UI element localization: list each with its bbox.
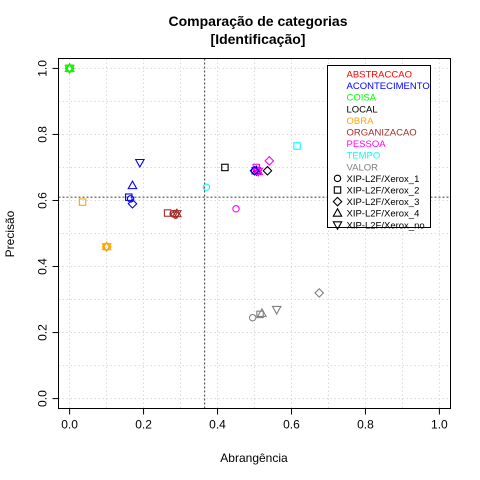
data-point bbox=[314, 287, 325, 298]
legend-system: XIP-L2F/Xerox_3 bbox=[347, 197, 420, 208]
data-point bbox=[64, 62, 75, 72]
chart-subtitle: [Identificação] bbox=[211, 31, 306, 47]
y-tick-label: 0.0 bbox=[36, 390, 50, 407]
data-point bbox=[64, 64, 75, 75]
legend-category: PESSOA bbox=[347, 139, 387, 150]
x-axis-title: Abrangência bbox=[220, 451, 288, 465]
legend-symbol bbox=[332, 196, 343, 207]
x-tick-label: 1.0 bbox=[431, 418, 448, 432]
data-point bbox=[170, 209, 180, 220]
legend-category: ABSTRACCAO bbox=[347, 70, 412, 81]
data-point bbox=[264, 155, 275, 166]
y-tick-label: 0.6 bbox=[36, 192, 50, 209]
data-point bbox=[256, 307, 268, 317]
legend-system: XIP-L2F/Xerox_1 bbox=[347, 174, 420, 185]
data-point bbox=[249, 165, 260, 176]
data-point bbox=[253, 165, 264, 175]
legend-symbol bbox=[333, 174, 342, 183]
data-point bbox=[171, 208, 182, 218]
legend-symbol bbox=[333, 186, 342, 194]
legend-category: ACONTECIMENTO bbox=[347, 81, 430, 92]
data-point bbox=[262, 165, 273, 176]
data-point bbox=[271, 305, 282, 316]
data-point bbox=[232, 204, 240, 213]
data-point bbox=[202, 183, 211, 192]
legend-system: XIP-L2F/Xerox_no bbox=[347, 220, 425, 231]
x-tick-label: 0.6 bbox=[283, 418, 300, 432]
plot-frame bbox=[58, 58, 451, 409]
data-point bbox=[163, 209, 172, 217]
legend: ABSTRACCAOACONTECIMENTOCOISALOCALOBRAORG… bbox=[327, 65, 431, 231]
x-axis: 0.0 0.2 0.4 0.6 0.8 1.0 bbox=[61, 408, 448, 432]
legend-category: VALOR bbox=[347, 162, 379, 173]
legend-symbol bbox=[332, 207, 343, 217]
data-point bbox=[171, 210, 182, 220]
data-point bbox=[125, 193, 133, 201]
legend-category: OBRA bbox=[347, 116, 375, 127]
legend-system: XIP-L2F/Xerox_4 bbox=[347, 209, 420, 220]
y-axis-title: Precisão bbox=[3, 210, 17, 257]
legend-box bbox=[327, 65, 431, 228]
data-point bbox=[248, 313, 257, 322]
data-point bbox=[127, 198, 138, 209]
y-tick-label: 0.2 bbox=[36, 324, 50, 341]
data-point bbox=[253, 167, 264, 178]
data-point bbox=[221, 163, 229, 172]
x-tick-label: 0.8 bbox=[357, 418, 374, 432]
data-points bbox=[64, 62, 325, 322]
y-tick-label: 0.8 bbox=[36, 126, 50, 143]
legend-category: COISA bbox=[347, 93, 377, 104]
legend-category: ORGANIZACAO bbox=[347, 128, 417, 139]
legend-symbol bbox=[332, 221, 343, 231]
data-point bbox=[101, 243, 112, 253]
y-axis: 0.0 0.2 0.4 0.6 0.8 1.0 bbox=[36, 60, 59, 407]
data-point bbox=[134, 158, 145, 169]
legend-category: LOCAL bbox=[347, 104, 378, 115]
x-tick-label: 0.0 bbox=[61, 418, 78, 432]
x-tick-label: 0.4 bbox=[209, 418, 226, 432]
data-point bbox=[78, 198, 87, 206]
y-tick-label: 1.0 bbox=[36, 60, 50, 77]
data-point bbox=[293, 142, 301, 150]
legend-category: TEMPO bbox=[347, 151, 381, 162]
x-tick-label: 0.2 bbox=[135, 418, 152, 432]
legend-system: XIP-L2F/Xerox_2 bbox=[347, 186, 420, 197]
data-point bbox=[127, 179, 138, 190]
reference-lines bbox=[58, 58, 451, 409]
y-tick-label: 0.4 bbox=[36, 258, 50, 275]
chart-title: Comparação de categorias bbox=[169, 13, 348, 29]
data-point bbox=[101, 241, 112, 251]
